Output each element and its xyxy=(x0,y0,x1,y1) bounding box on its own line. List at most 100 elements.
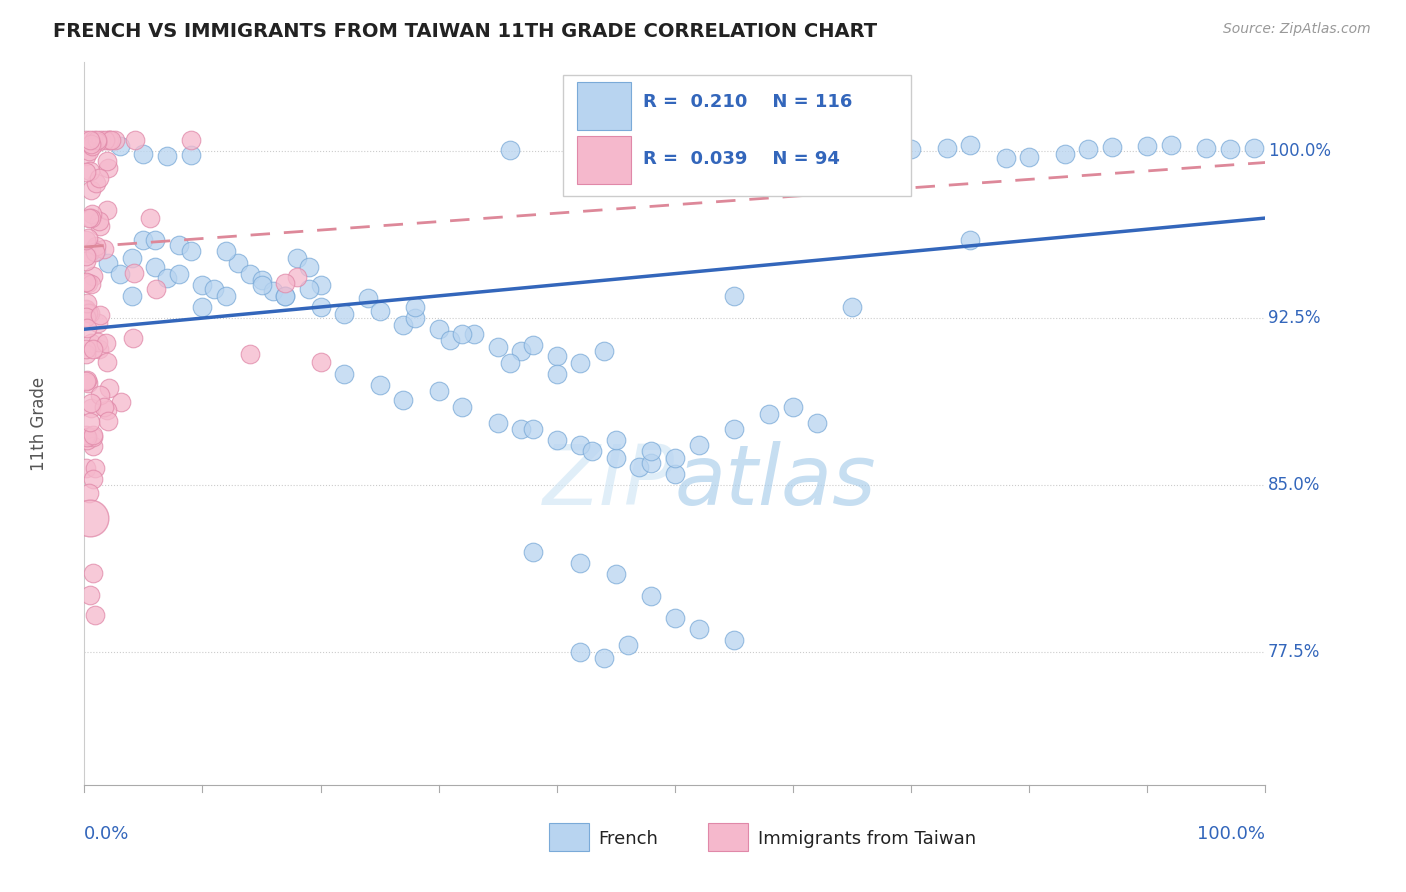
Point xyxy=(104,133,127,147)
Point xyxy=(191,300,214,314)
Point xyxy=(97,255,120,269)
Point xyxy=(309,300,332,314)
Point xyxy=(108,138,131,153)
Point xyxy=(79,401,101,415)
Point xyxy=(75,149,97,163)
Point xyxy=(76,373,98,387)
Point xyxy=(285,270,308,285)
Point xyxy=(463,326,485,341)
Point xyxy=(616,638,638,652)
Point xyxy=(79,144,101,158)
Point xyxy=(80,336,103,351)
Point xyxy=(132,233,155,247)
Point xyxy=(569,644,592,658)
Point xyxy=(546,367,568,381)
Point xyxy=(451,326,474,341)
Text: 77.5%: 77.5% xyxy=(1268,642,1320,661)
Point xyxy=(522,422,544,436)
Point xyxy=(82,439,104,453)
Point xyxy=(121,289,143,303)
Point xyxy=(628,460,651,475)
Point xyxy=(368,377,391,392)
Point xyxy=(605,434,627,448)
Point xyxy=(75,302,97,317)
Point xyxy=(75,253,97,268)
Point xyxy=(82,139,104,153)
Point xyxy=(77,246,100,260)
Point xyxy=(124,133,146,147)
Point xyxy=(605,566,627,581)
Point xyxy=(404,300,426,314)
Point xyxy=(82,427,104,442)
Point xyxy=(546,349,568,363)
Point xyxy=(75,310,97,324)
Point xyxy=(439,334,461,348)
Point xyxy=(75,461,97,475)
Point xyxy=(96,402,118,417)
Point xyxy=(76,376,98,391)
Text: ZIP: ZIP xyxy=(543,441,675,522)
Point xyxy=(79,486,101,500)
Point xyxy=(723,143,745,157)
Point xyxy=(79,164,101,178)
Point xyxy=(98,381,121,395)
FancyBboxPatch shape xyxy=(548,823,589,852)
Point xyxy=(226,255,249,269)
Point xyxy=(486,340,509,354)
Point xyxy=(76,433,98,447)
Point xyxy=(451,400,474,414)
Point xyxy=(77,306,100,320)
Point xyxy=(782,138,804,153)
Point xyxy=(569,438,592,452)
Point xyxy=(82,342,104,356)
Point xyxy=(202,282,225,296)
Text: 100.0%: 100.0% xyxy=(1198,825,1265,843)
Point xyxy=(274,289,297,303)
Point xyxy=(309,277,332,292)
Point xyxy=(89,308,111,322)
Point xyxy=(392,318,415,332)
Point xyxy=(98,133,121,147)
Point xyxy=(143,260,166,274)
Point xyxy=(75,165,97,179)
Point xyxy=(309,355,332,369)
Point xyxy=(841,142,863,156)
Point xyxy=(498,144,520,158)
Point xyxy=(83,242,105,256)
Point xyxy=(110,395,132,409)
Point xyxy=(98,133,121,147)
Point xyxy=(640,456,662,470)
Point xyxy=(75,374,97,388)
Point xyxy=(215,244,238,259)
Point xyxy=(841,300,863,314)
Point xyxy=(1018,150,1040,164)
Point xyxy=(84,239,107,253)
Point xyxy=(93,243,115,257)
Text: FRENCH VS IMMIGRANTS FROM TAIWAN 11TH GRADE CORRELATION CHART: FRENCH VS IMMIGRANTS FROM TAIWAN 11TH GR… xyxy=(53,22,877,41)
Point xyxy=(76,430,98,444)
Point xyxy=(97,414,120,428)
Point xyxy=(640,444,662,458)
Point xyxy=(688,623,710,637)
Point xyxy=(664,611,686,625)
Point xyxy=(76,321,98,335)
Point xyxy=(723,422,745,436)
Point xyxy=(156,271,179,285)
Point xyxy=(100,133,122,147)
Point xyxy=(1077,142,1099,156)
Point xyxy=(593,651,616,665)
Point xyxy=(688,438,710,452)
Point xyxy=(723,289,745,303)
Point xyxy=(569,355,592,369)
Point xyxy=(80,396,103,410)
Point xyxy=(239,347,262,361)
Text: R =  0.039    N = 94: R = 0.039 N = 94 xyxy=(643,150,839,168)
Point xyxy=(82,566,104,580)
Point xyxy=(640,589,662,603)
Point xyxy=(86,133,108,147)
Point xyxy=(121,251,143,265)
Point xyxy=(427,322,450,336)
Point xyxy=(87,317,110,331)
Point xyxy=(75,133,97,147)
Point xyxy=(994,151,1017,165)
